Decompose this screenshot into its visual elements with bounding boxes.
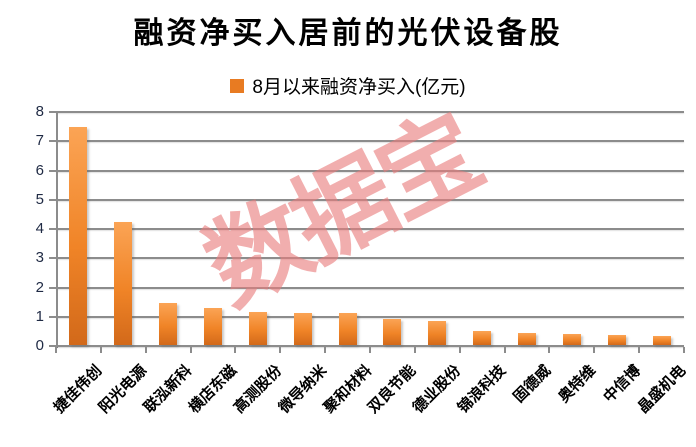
gridline-y7: [56, 140, 684, 143]
y-axis-tick-label: 3: [35, 249, 44, 267]
bar-1: [69, 127, 88, 345]
x-axis-tick-mark: [189, 347, 192, 353]
x-axis-tick-mark: [55, 347, 57, 353]
x-axis-tick-mark: [234, 347, 237, 353]
x-axis-tick-mark: [279, 347, 282, 353]
x-axis-label: 双良节能: [365, 362, 420, 417]
gridline-y5: [56, 198, 684, 201]
x-axis-tick-mark: [458, 347, 461, 353]
bar-12: [562, 333, 581, 345]
x-axis-label: 德业股份: [409, 362, 465, 417]
bar-7: [338, 313, 357, 345]
x-axis-tick-mark: [638, 347, 641, 353]
legend: 8月以来融资净买入(亿元): [0, 72, 696, 99]
y-axis-tick-label: 7: [35, 132, 44, 150]
bar-10: [473, 330, 492, 345]
x-axis-tick-mark: [413, 347, 416, 353]
x-axis-line: [56, 345, 684, 347]
x-axis-tick-mark: [144, 347, 147, 353]
bar-3: [159, 303, 178, 345]
x-axis-tick-mark: [324, 347, 327, 353]
x-axis-tick-mark: [369, 347, 371, 353]
y-axis-tick-mark: [49, 228, 56, 230]
bar-14: [652, 336, 671, 345]
y-axis-tick-mark: [49, 169, 56, 172]
gridline-y8: [56, 111, 684, 113]
x-axis-tick-mark: [683, 347, 685, 353]
gridline-y2: [56, 286, 684, 289]
gridline-y4: [56, 228, 684, 230]
y-axis-line: [56, 112, 58, 348]
x-axis-label: 奥特维: [555, 362, 600, 406]
y-axis-tick-mark: [49, 286, 56, 289]
chart-title: 融资净买入居前的光伏设备股: [133, 17, 563, 50]
gridline-y3: [56, 257, 684, 260]
x-axis-label: 联泓新科: [140, 362, 196, 417]
y-axis-tick-mark: [49, 140, 56, 143]
x-axis-label: 高测股份: [230, 362, 286, 417]
gridline-y1: [56, 315, 684, 318]
bar-6: [293, 312, 312, 345]
x-axis-label: 捷佳伟创: [51, 362, 106, 417]
gridline-y6: [56, 169, 684, 172]
y-axis-tick-label: 2: [35, 278, 44, 296]
x-axis-tick-mark: [548, 347, 551, 353]
bar-2: [114, 222, 133, 345]
y-axis-tick-label: 4: [35, 220, 44, 237]
legend-label: 8月以来融资净买入(亿元): [252, 77, 466, 98]
x-axis-label: 微导纳米: [275, 362, 330, 417]
y-axis-tick-mark: [49, 198, 56, 201]
y-axis-tick-mark: [49, 345, 56, 347]
y-axis-tick-label: 8: [35, 103, 44, 120]
x-axis-label: 晶盛机电: [634, 362, 689, 417]
bar-5: [248, 312, 267, 345]
bar-9: [428, 321, 447, 345]
x-axis-tick-mark: [503, 347, 506, 353]
x-axis-tick-mark: [593, 347, 596, 353]
x-axis-label: 锦浪科技: [454, 362, 510, 417]
bar-4: [204, 308, 222, 345]
x-axis-label: 阳光电源: [95, 362, 151, 417]
y-axis-tick-mark: [49, 257, 56, 260]
bar-13: [607, 334, 626, 345]
y-axis-tick-label: 5: [35, 190, 44, 208]
y-axis-tick-label: 1: [35, 307, 44, 325]
y-axis-tick-label: 0: [35, 337, 44, 354]
y-axis-tick-mark: [49, 111, 56, 113]
y-axis-tick-mark: [49, 315, 56, 318]
bar-11: [518, 332, 536, 345]
legend-swatch-icon: [230, 78, 245, 93]
x-axis-tick-mark: [99, 347, 102, 353]
x-axis-label: 横店东磁: [185, 362, 241, 417]
bar-8: [383, 318, 402, 345]
x-axis-label: 聚和材料: [320, 362, 375, 417]
x-axis-label: 固德威: [510, 362, 555, 406]
y-axis-tick-label: 6: [35, 161, 44, 179]
